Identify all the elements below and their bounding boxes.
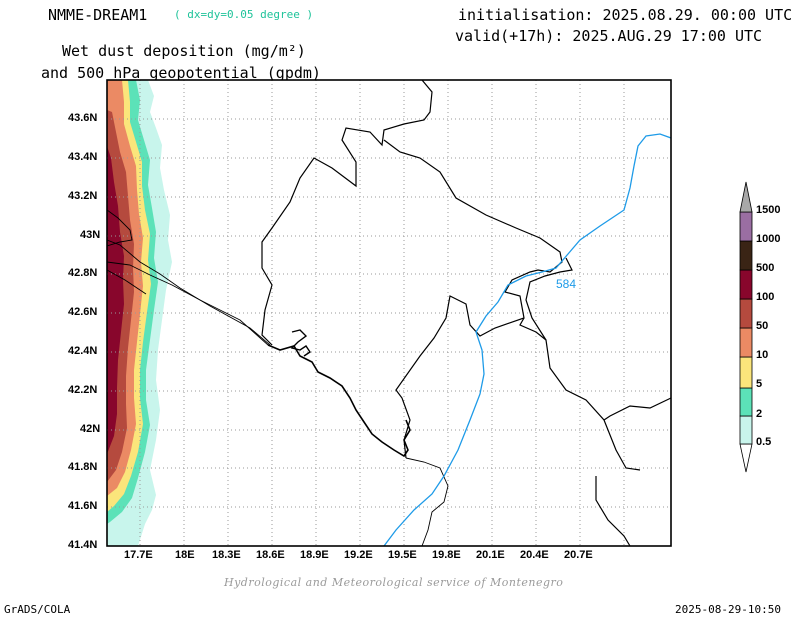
legend-swatch-5	[739, 356, 753, 389]
lat-tick-label: 41.6N	[68, 500, 98, 512]
lon-tick-label: 18.6E	[256, 549, 285, 561]
legend-swatch-10	[739, 327, 753, 358]
lat-tick-label: 42.8N	[68, 267, 98, 279]
lon-tick-label: 17.7E	[124, 549, 153, 561]
legend-swatch-50	[739, 298, 753, 329]
map-background	[107, 80, 671, 546]
credit-text: Hydrological and Meteorological service …	[224, 576, 564, 589]
lon-tick-label: 19.2E	[344, 549, 373, 561]
legend-label: 1500	[756, 204, 781, 216]
lat-tick-label: 42N	[80, 423, 101, 435]
initialisation-time: initialisation: 2025.08.29. 00:00 UTC	[458, 6, 793, 24]
legend-label: 50	[756, 320, 769, 332]
lat-tick-label: 42.4N	[68, 345, 98, 357]
lat-tick-label: 41.8N	[68, 461, 98, 473]
lat-tick-label: 43.2N	[68, 190, 98, 202]
legend-label: 0.5	[756, 436, 772, 448]
legend-swatch-500	[739, 240, 753, 271]
map-title-line2: and 500 hPa geopotential (gpdm)	[41, 64, 321, 82]
lon-tick-label: 19.5E	[388, 549, 417, 561]
contour-label: 584	[556, 277, 576, 291]
legend-label: 100	[756, 291, 775, 303]
legend-swatch-1000	[739, 211, 753, 242]
lat-tick-label: 43.6N	[68, 112, 98, 124]
lat-tick-label: 42.2N	[68, 384, 98, 396]
legend-swatch-2	[739, 387, 753, 417]
dust-level-100	[107, 146, 124, 454]
software-label: GrADS/COLA	[4, 603, 71, 616]
legend-label: 500	[756, 262, 775, 274]
lat-tick-label: 43N	[80, 229, 101, 241]
timestamp-label: 2025-08-29-10:50	[675, 603, 781, 616]
lon-tick-label: 19.8E	[432, 549, 461, 561]
geopotential-584-contour	[383, 133, 671, 546]
legend-label: 1000	[756, 233, 781, 245]
legend-label: 2	[756, 408, 763, 420]
lat-tick-label: 43.4N	[68, 151, 98, 163]
legend-lower-arrow	[739, 443, 753, 473]
map-frame	[106, 79, 672, 547]
lon-tick-label: 20.4E	[520, 549, 549, 561]
lon-tick-label: 20.1E	[476, 549, 505, 561]
country-borders	[107, 80, 671, 546]
lat-tick-label: 42.6N	[68, 306, 98, 318]
legend-upper-arrow	[739, 181, 753, 213]
lat-tick-label: 41.4N	[68, 539, 98, 551]
gridlines	[107, 80, 671, 546]
map-title-line1: Wet dust deposition (mg/m²)	[62, 42, 306, 60]
lon-tick-label: 18.9E	[300, 549, 329, 561]
model-name: NMME-DREAM1	[48, 6, 148, 24]
lon-tick-label: 20.7E	[564, 549, 593, 561]
color-legend	[739, 181, 753, 473]
legend-swatch-100	[739, 269, 753, 300]
legend-swatch-0-5	[739, 415, 753, 445]
resolution-label: ( dx=dy=0.05 degree )	[174, 8, 314, 21]
valid-time: valid(+17h): 2025.AUG.29 17:00 UTC	[455, 27, 763, 45]
lon-tick-label: 18E	[175, 549, 195, 561]
contour-line	[383, 133, 671, 546]
lon-tick-label: 18.3E	[212, 549, 241, 561]
legend-label: 5	[756, 378, 763, 390]
legend-label: 10	[756, 349, 769, 361]
